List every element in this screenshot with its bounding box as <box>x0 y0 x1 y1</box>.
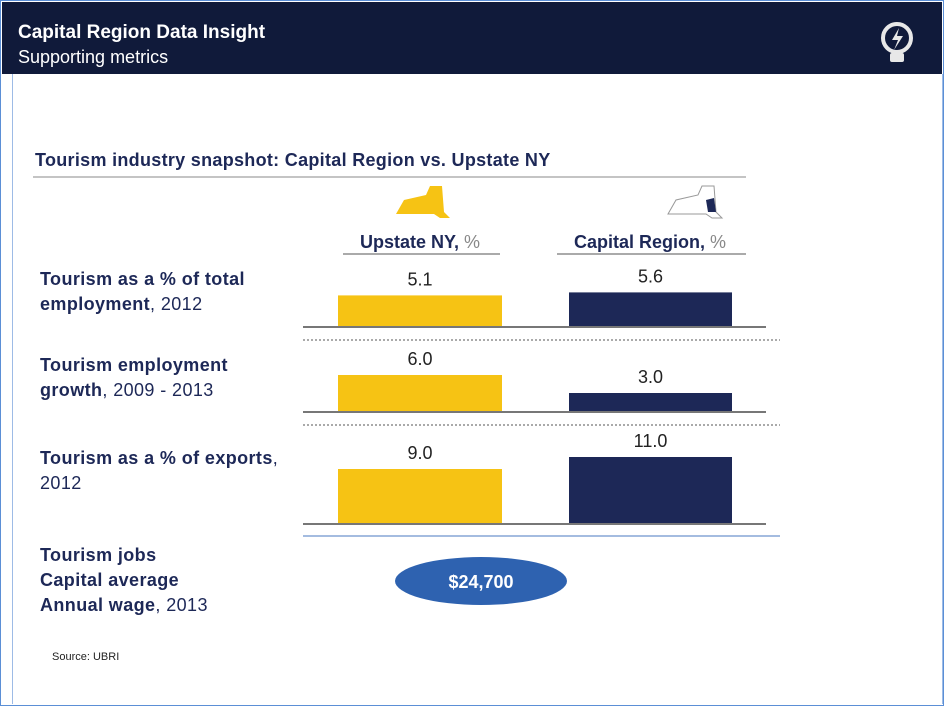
row-label: Tourism as a % of total employment, 2012 <box>40 267 290 317</box>
row-label-main: Tourism as a % of exports <box>40 448 273 468</box>
value-label: 5.6 <box>638 266 663 286</box>
value-label: 5.1 <box>407 269 432 289</box>
wage-value: $24,700 <box>448 572 513 592</box>
bar <box>569 457 732 523</box>
bar <box>338 469 502 523</box>
column-header: Upstate NY,% <box>360 232 480 252</box>
row-label-year: , 2009 - 2013 <box>102 380 214 400</box>
column-unit: % <box>464 232 480 252</box>
value-label: 6.0 <box>407 349 432 369</box>
wage-label: Tourism jobs Capital average Annual wage… <box>40 543 290 618</box>
wage-line: Tourism jobs <box>40 545 157 565</box>
bar <box>338 295 502 326</box>
row-label-year: , 2012 <box>40 448 279 493</box>
value-label: 9.0 <box>407 443 432 463</box>
section-title: Tourism industry snapshot: Capital Regio… <box>35 150 551 170</box>
column-header: Capital Region,% <box>574 232 726 252</box>
column-name: Upstate NY, <box>360 232 459 252</box>
bar <box>569 292 732 326</box>
source: Source: UBRI <box>52 651 119 663</box>
wage-line: Capital average <box>40 570 180 590</box>
ny-map-yellow <box>396 186 450 218</box>
value-label: 11.0 <box>634 431 668 451</box>
wage-oval <box>395 557 567 605</box>
row-label-main: Tourism as a % of total employment <box>40 269 245 314</box>
wage-year: , 2013 <box>155 595 208 615</box>
row-label-main: Tourism employment growth <box>40 355 228 400</box>
side-border <box>12 74 943 704</box>
header: Capital Region Data Insight Supporting m… <box>2 2 942 74</box>
header-subtitle: Supporting metrics <box>18 47 169 67</box>
row-label: Tourism employment growth, 2009 - 2013 <box>40 353 290 403</box>
bulb-icon <box>881 22 913 62</box>
row-label-year: , 2012 <box>150 294 203 314</box>
bar <box>338 375 502 411</box>
row-label: Tourism as a % of exports, 2012 <box>40 446 290 496</box>
wage-line: Annual wage <box>40 595 156 615</box>
value-label: 3.0 <box>638 367 663 387</box>
header-title: Capital Region Data Insight <box>18 22 266 43</box>
column-name: Capital Region, <box>574 232 705 252</box>
bar <box>569 393 732 411</box>
column-unit: % <box>710 232 726 252</box>
capital-region-mark <box>706 198 716 212</box>
